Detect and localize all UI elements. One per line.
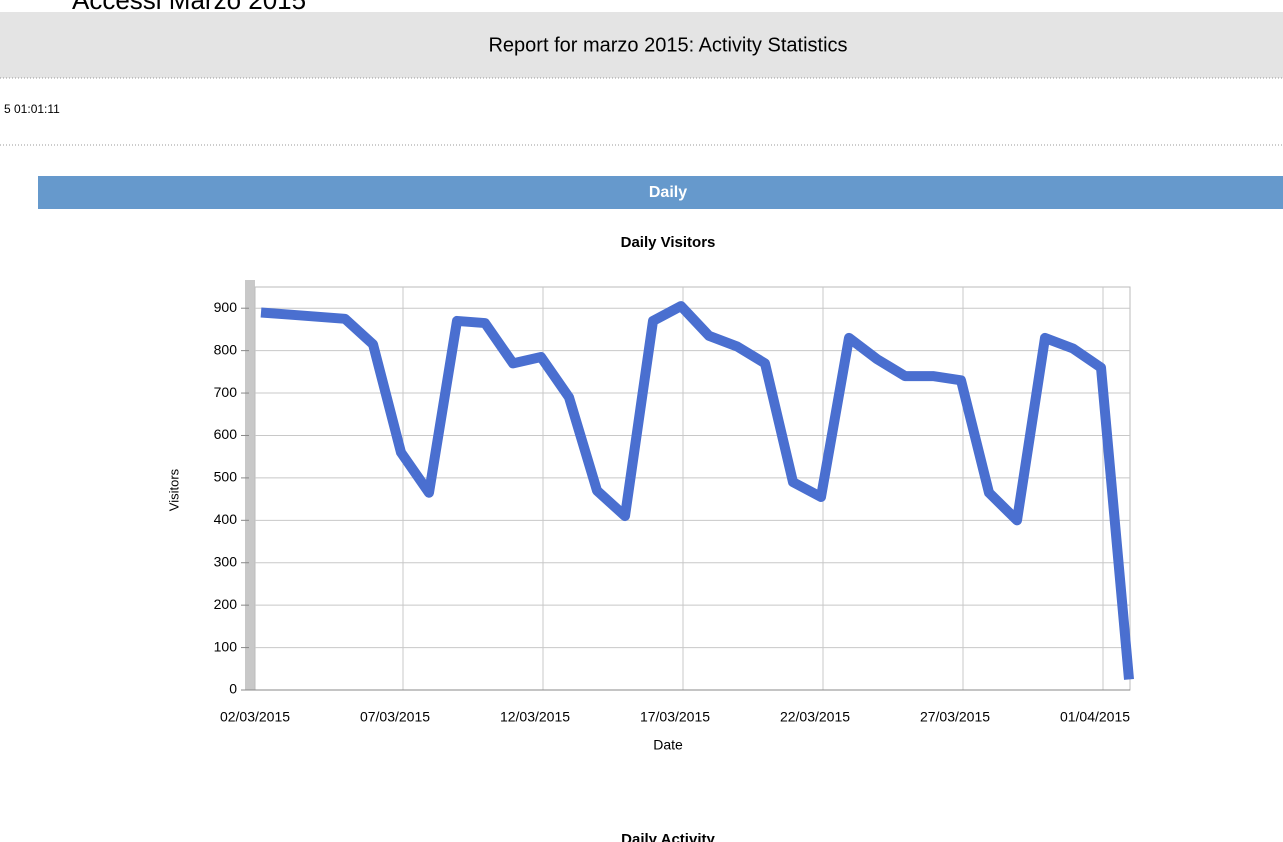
x-tick-label: 22/03/2015 [780, 709, 850, 725]
chart-title: Daily Visitors [621, 234, 716, 251]
y-tick-label: 200 [214, 596, 238, 612]
x-tick-label: 27/03/2015 [920, 709, 990, 725]
page-title: Accessi Marzo 2015 [72, 0, 306, 15]
y-tick-label: 100 [214, 638, 238, 654]
plot-3d-wall [245, 280, 255, 690]
y-axis-label: Visitors [166, 468, 181, 511]
x-tick-label: 12/03/2015 [500, 709, 570, 725]
x-tick-label: 02/03/2015 [220, 709, 290, 725]
x-tick-label: 07/03/2015 [360, 709, 430, 725]
section-title: Daily [649, 184, 687, 201]
y-tick-label: 800 [214, 341, 238, 357]
y-tick-label: 400 [214, 511, 238, 527]
y-tick-label: 300 [214, 553, 238, 569]
x-axis-label: Date [653, 737, 683, 753]
y-tick-label: 700 [214, 384, 238, 400]
x-tick-label: 17/03/2015 [640, 709, 710, 725]
y-tick-label: 500 [214, 469, 238, 485]
header-band [0, 12, 1283, 78]
plot-area [254, 286, 1131, 691]
y-tick-label: 0 [229, 681, 237, 697]
y-tick-label: 600 [214, 426, 238, 442]
section-band [38, 176, 1283, 209]
generated-time: 5 01:01:11 [4, 102, 60, 116]
y-tick-label: 900 [214, 299, 238, 315]
next-chart-title: Daily Activity [621, 831, 715, 842]
report-header: Report for marzo 2015: Activity Statisti… [488, 34, 847, 56]
data-line [260, 301, 1134, 680]
x-tick-label: 01/04/2015 [1060, 709, 1130, 725]
